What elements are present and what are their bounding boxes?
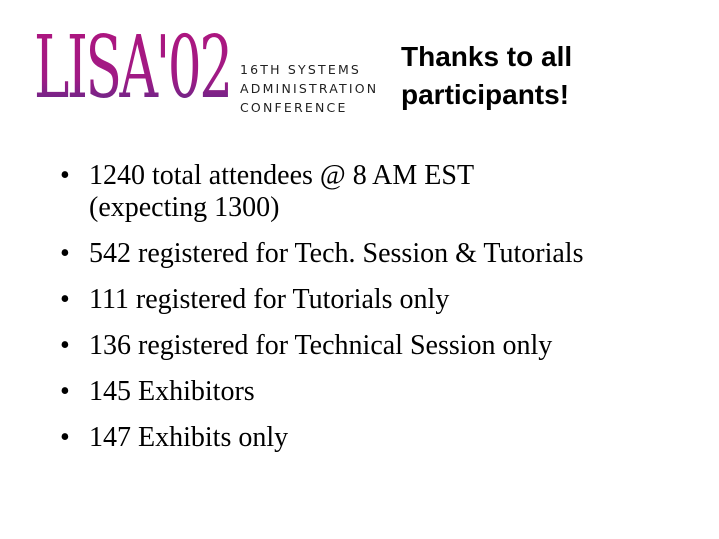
list-item-text: 145 Exhibitors bbox=[89, 376, 255, 407]
logo-subtitle-line: CONFERENCE bbox=[240, 100, 348, 115]
list-item: • 136 registered for Technical Session on… bbox=[60, 330, 583, 362]
list-item: • 111 registered for Tutorials only bbox=[60, 284, 583, 316]
list-item-text: 542 registered for Tech. Session & Tutor… bbox=[89, 238, 584, 269]
list-item-text: (expecting 1300) bbox=[89, 192, 280, 223]
bullet-list: • 1240 total attendees @ 8 AM EST (expecti… bbox=[60, 160, 583, 468]
title-line: participants! bbox=[401, 79, 570, 110]
bullet-icon: • bbox=[60, 376, 70, 407]
bullet-icon: • bbox=[60, 238, 70, 269]
list-item-text: 111 registered for Tutorials only bbox=[89, 284, 450, 315]
slide-title: Thanks to all participants! bbox=[401, 38, 572, 114]
logo-subtitle-line: ADMINISTRATION bbox=[240, 81, 379, 96]
title-line: Thanks to all bbox=[401, 41, 573, 72]
list-item: • 1240 total attendees @ 8 AM EST (expecti… bbox=[60, 160, 583, 224]
bullet-icon: • bbox=[60, 284, 70, 315]
list-item: • 542 registered for Tech. Session & Tuto… bbox=[60, 238, 583, 270]
list-item-text: 1240 total attendees @ 8 AM EST bbox=[89, 160, 475, 191]
logo-wordmark: LISA'02 bbox=[34, 18, 233, 118]
logo-subtitle-line: 16TH SYSTEMS bbox=[240, 62, 362, 77]
bullet-icon: • bbox=[60, 422, 70, 453]
bullet-icon: • bbox=[60, 160, 70, 191]
list-item: • 145 Exhibitors bbox=[60, 376, 583, 408]
list-item-text: 136 registered for Technical Session onl… bbox=[89, 330, 553, 361]
logo-subtitle: 16TH SYSTEMS ADMINISTRATION CONFERENCE bbox=[240, 60, 378, 117]
list-item: • 147 Exhibits only bbox=[60, 422, 583, 454]
list-item-text: 147 Exhibits only bbox=[89, 422, 289, 453]
bullet-icon: • bbox=[60, 330, 70, 361]
